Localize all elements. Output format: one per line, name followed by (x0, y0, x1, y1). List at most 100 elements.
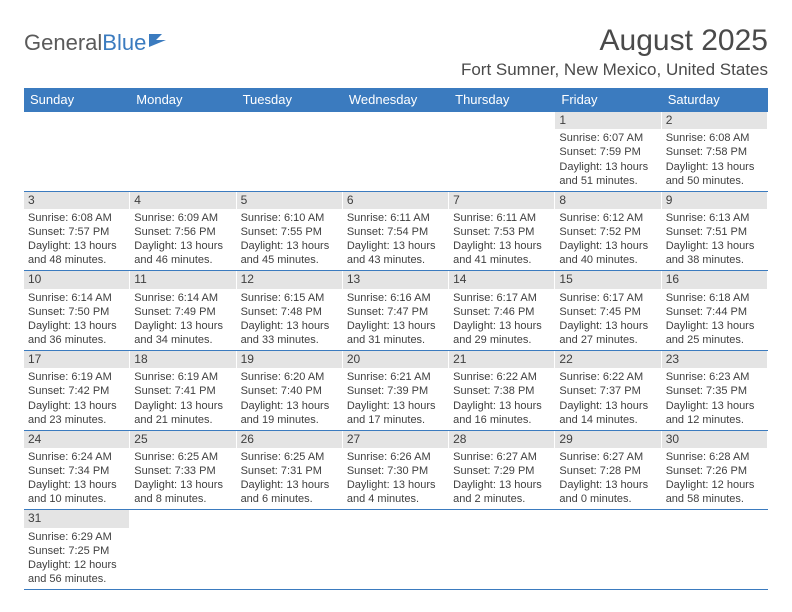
day-cell: 19Sunrise: 6:20 AMSunset: 7:40 PMDayligh… (237, 351, 343, 430)
sunrise-line: Sunrise: 6:13 AM (666, 211, 763, 225)
sunrise-line: Sunrise: 6:11 AM (453, 211, 550, 225)
day-number: 11 (130, 271, 235, 288)
day-number: 5 (237, 192, 342, 209)
sunset-line: Sunset: 7:41 PM (134, 384, 231, 398)
day-cell: 23Sunrise: 6:23 AMSunset: 7:35 PMDayligh… (662, 351, 768, 430)
day-cell: 10Sunrise: 6:14 AMSunset: 7:50 PMDayligh… (24, 271, 130, 350)
daylight-line: Daylight: 13 hours and 51 minutes. (559, 160, 656, 188)
sunrise-line: Sunrise: 6:22 AM (453, 370, 550, 384)
sunset-line: Sunset: 7:52 PM (559, 225, 656, 239)
sunset-line: Sunset: 7:29 PM (453, 464, 550, 478)
day-number: 6 (343, 192, 448, 209)
day-cell: 13Sunrise: 6:16 AMSunset: 7:47 PMDayligh… (343, 271, 449, 350)
sunrise-line: Sunrise: 6:25 AM (134, 450, 231, 464)
sunrise-line: Sunrise: 6:26 AM (347, 450, 444, 464)
day-number: 12 (237, 271, 342, 288)
day-cell-empty (237, 510, 343, 589)
day-cell: 1Sunrise: 6:07 AMSunset: 7:59 PMDaylight… (555, 112, 661, 191)
month-title: August 2025 (461, 24, 768, 58)
sunset-line: Sunset: 7:57 PM (28, 225, 125, 239)
daylight-line: Daylight: 13 hours and 27 minutes. (559, 319, 656, 347)
day-cell: 7Sunrise: 6:11 AMSunset: 7:53 PMDaylight… (449, 192, 555, 271)
sunset-line: Sunset: 7:45 PM (559, 305, 656, 319)
day-cell: 9Sunrise: 6:13 AMSunset: 7:51 PMDaylight… (662, 192, 768, 271)
sunset-line: Sunset: 7:34 PM (28, 464, 125, 478)
week-row: 1Sunrise: 6:07 AMSunset: 7:59 PMDaylight… (24, 112, 768, 192)
dow-cell: Saturday (662, 88, 768, 112)
day-cell: 28Sunrise: 6:27 AMSunset: 7:29 PMDayligh… (449, 431, 555, 510)
day-cell: 11 Sunrise: 6:14 AMSunset: 7:49 PMDayligh… (130, 271, 236, 350)
sunset-line: Sunset: 7:55 PM (241, 225, 338, 239)
day-number: 14 (449, 271, 554, 288)
sunset-line: Sunset: 7:35 PM (666, 384, 763, 398)
day-cell: 8Sunrise: 6:12 AMSunset: 7:52 PMDaylight… (555, 192, 661, 271)
day-number: 4 (130, 192, 235, 209)
day-number: 30 (662, 431, 767, 448)
day-cell: 16Sunrise: 6:18 AMSunset: 7:44 PMDayligh… (662, 271, 768, 350)
sunset-line: Sunset: 7:39 PM (347, 384, 444, 398)
sunrise-line: Sunrise: 6:17 AM (453, 291, 550, 305)
daylight-line: Daylight: 13 hours and 41 minutes. (453, 239, 550, 267)
sunset-line: Sunset: 7:44 PM (666, 305, 763, 319)
sunrise-line: Sunrise: 6:16 AM (347, 291, 444, 305)
sunset-line: Sunset: 7:33 PM (134, 464, 231, 478)
daylight-line: Daylight: 13 hours and 2 minutes. (453, 478, 550, 506)
sunrise-line: Sunrise: 6:20 AM (241, 370, 338, 384)
day-cell: 20Sunrise: 6:21 AMSunset: 7:39 PMDayligh… (343, 351, 449, 430)
sunset-line: Sunset: 7:42 PM (28, 384, 125, 398)
sunset-line: Sunset: 7:48 PM (241, 305, 338, 319)
daylight-line: Daylight: 13 hours and 16 minutes. (453, 399, 550, 427)
dow-cell: Sunday (24, 88, 130, 112)
sunrise-line: Sunrise: 6:14 AM (134, 291, 231, 305)
logo-text-1: General (24, 30, 102, 56)
day-number: 10 (24, 271, 129, 288)
sunset-line: Sunset: 7:28 PM (559, 464, 656, 478)
day-cell: 26Sunrise: 6:25 AMSunset: 7:31 PMDayligh… (237, 431, 343, 510)
day-cell: 14Sunrise: 6:17 AMSunset: 7:46 PMDayligh… (449, 271, 555, 350)
sunrise-line: Sunrise: 6:23 AM (666, 370, 763, 384)
daylight-line: Daylight: 13 hours and 43 minutes. (347, 239, 444, 267)
week-row: 10Sunrise: 6:14 AMSunset: 7:50 PMDayligh… (24, 271, 768, 351)
day-cell-empty (449, 112, 555, 191)
day-number: 27 (343, 431, 448, 448)
day-cell-empty (237, 112, 343, 191)
daylight-line: Daylight: 13 hours and 6 minutes. (241, 478, 338, 506)
sunrise-line: Sunrise: 6:18 AM (666, 291, 763, 305)
dow-cell: Monday (130, 88, 236, 112)
sunset-line: Sunset: 7:59 PM (559, 145, 656, 159)
daylight-line: Daylight: 12 hours and 58 minutes. (666, 478, 763, 506)
sunrise-line: Sunrise: 6:22 AM (559, 370, 656, 384)
daylight-line: Daylight: 13 hours and 4 minutes. (347, 478, 444, 506)
calendar-page: GeneralBlue August 2025 Fort Sumner, New… (0, 0, 792, 590)
day-number: 24 (24, 431, 129, 448)
day-number: 2 (662, 112, 767, 129)
sunrise-line: Sunrise: 6:24 AM (28, 450, 125, 464)
day-number: 18 (130, 351, 235, 368)
logo-text-2: Blue (102, 30, 146, 56)
day-number: 1 (555, 112, 660, 129)
sunset-line: Sunset: 7:25 PM (28, 544, 125, 558)
day-cell: 22Sunrise: 6:22 AMSunset: 7:37 PMDayligh… (555, 351, 661, 430)
day-cell: 12 Sunrise: 6:15 AMSunset: 7:48 PMDayligh… (237, 271, 343, 350)
daylight-line: Daylight: 13 hours and 34 minutes. (134, 319, 231, 347)
day-cell: 24Sunrise: 6:24 AMSunset: 7:34 PMDayligh… (24, 431, 130, 510)
daylight-line: Daylight: 13 hours and 25 minutes. (666, 319, 763, 347)
daylight-line: Daylight: 13 hours and 50 minutes. (666, 160, 763, 188)
dow-cell: Wednesday (343, 88, 449, 112)
sunset-line: Sunset: 7:49 PM (134, 305, 231, 319)
calendar-grid: SundayMondayTuesdayWednesdayThursdayFrid… (24, 88, 768, 590)
day-cell-empty (343, 112, 449, 191)
daylight-line: Daylight: 13 hours and 17 minutes. (347, 399, 444, 427)
daylight-line: Daylight: 13 hours and 33 minutes. (241, 319, 338, 347)
day-number: 21 (449, 351, 554, 368)
sunrise-line: Sunrise: 6:15 AM (241, 291, 338, 305)
day-cell: 6 Sunrise: 6:11 AMSunset: 7:54 PMDaylight… (343, 192, 449, 271)
sunrise-line: Sunrise: 6:29 AM (28, 530, 125, 544)
day-cell-empty (449, 510, 555, 589)
sunset-line: Sunset: 7:54 PM (347, 225, 444, 239)
day-cell: 15Sunrise: 6:17 AMSunset: 7:45 PMDayligh… (555, 271, 661, 350)
sunrise-line: Sunrise: 6:27 AM (453, 450, 550, 464)
sunrise-line: Sunrise: 6:11 AM (347, 211, 444, 225)
sunset-line: Sunset: 7:46 PM (453, 305, 550, 319)
day-number: 23 (662, 351, 767, 368)
